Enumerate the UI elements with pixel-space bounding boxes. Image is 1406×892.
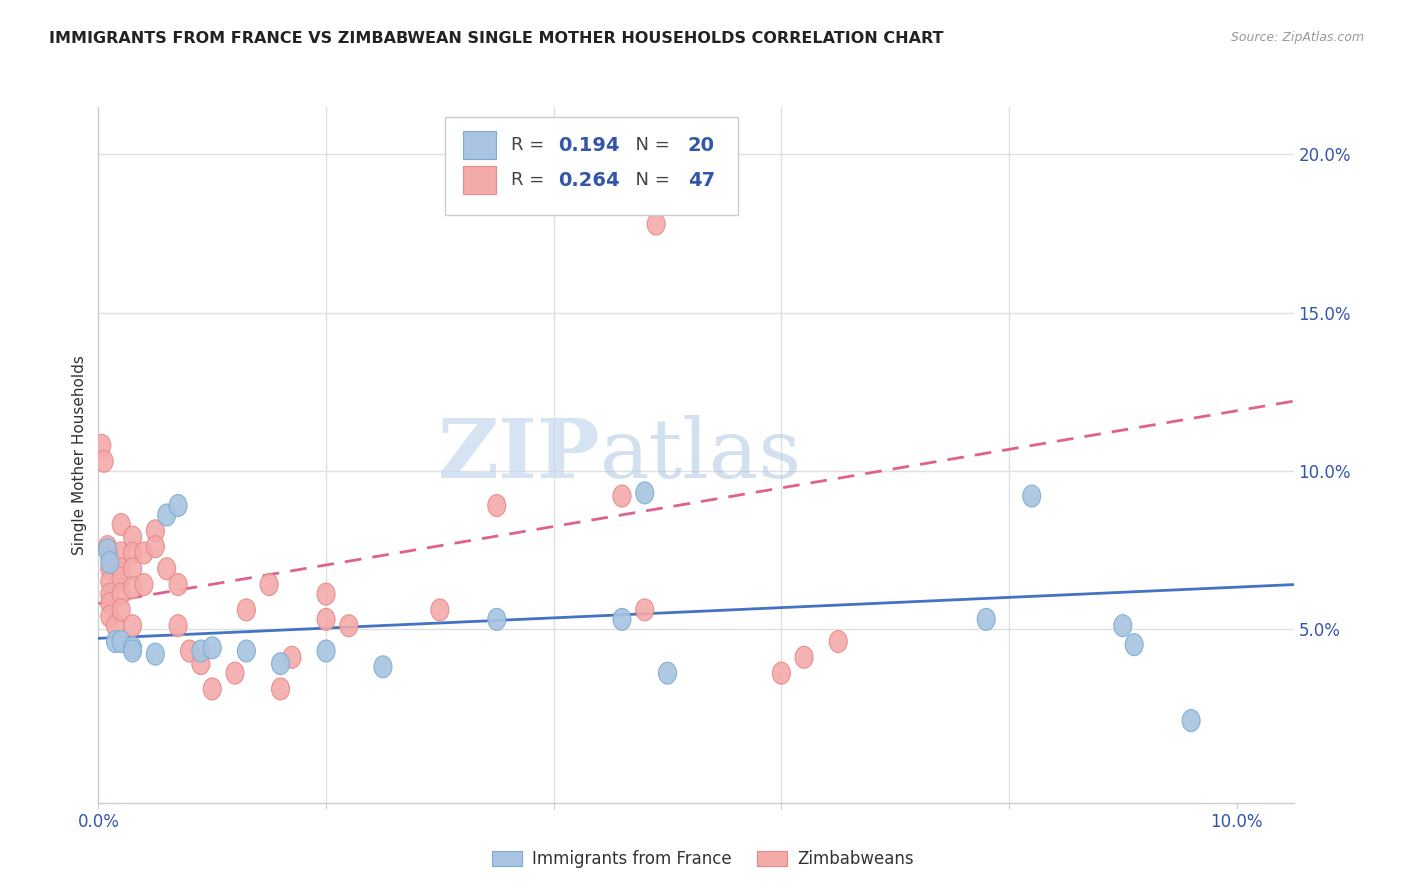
Ellipse shape bbox=[112, 514, 131, 535]
Ellipse shape bbox=[101, 570, 118, 592]
Ellipse shape bbox=[430, 599, 449, 621]
Ellipse shape bbox=[283, 647, 301, 668]
Ellipse shape bbox=[101, 558, 118, 580]
Ellipse shape bbox=[169, 615, 187, 637]
Ellipse shape bbox=[146, 520, 165, 541]
Ellipse shape bbox=[101, 605, 118, 627]
Ellipse shape bbox=[101, 583, 118, 605]
Ellipse shape bbox=[271, 678, 290, 700]
Text: ZIP: ZIP bbox=[437, 415, 600, 495]
Ellipse shape bbox=[107, 615, 125, 637]
Ellipse shape bbox=[318, 640, 335, 662]
Ellipse shape bbox=[204, 678, 221, 700]
Ellipse shape bbox=[124, 577, 142, 599]
Ellipse shape bbox=[260, 574, 278, 596]
Ellipse shape bbox=[124, 615, 142, 637]
Text: Source: ZipAtlas.com: Source: ZipAtlas.com bbox=[1230, 31, 1364, 45]
Ellipse shape bbox=[124, 637, 142, 659]
Ellipse shape bbox=[647, 213, 665, 235]
Y-axis label: Single Mother Households: Single Mother Households bbox=[72, 355, 87, 555]
Ellipse shape bbox=[830, 631, 848, 653]
Ellipse shape bbox=[112, 542, 131, 564]
Ellipse shape bbox=[180, 640, 198, 662]
Ellipse shape bbox=[613, 485, 631, 507]
Text: atlas: atlas bbox=[600, 415, 803, 495]
Ellipse shape bbox=[112, 567, 131, 590]
Ellipse shape bbox=[107, 631, 125, 653]
Ellipse shape bbox=[636, 599, 654, 621]
Ellipse shape bbox=[191, 640, 209, 662]
Ellipse shape bbox=[146, 643, 165, 665]
Ellipse shape bbox=[112, 631, 131, 653]
Ellipse shape bbox=[169, 494, 187, 516]
Ellipse shape bbox=[318, 583, 335, 605]
Ellipse shape bbox=[613, 608, 631, 631]
Ellipse shape bbox=[340, 615, 357, 637]
Ellipse shape bbox=[169, 574, 187, 596]
Ellipse shape bbox=[1182, 709, 1201, 731]
Ellipse shape bbox=[157, 558, 176, 580]
Ellipse shape bbox=[1125, 633, 1143, 656]
Legend: Immigrants from France, Zimbabweans: Immigrants from France, Zimbabweans bbox=[485, 844, 921, 875]
Text: N =: N = bbox=[624, 171, 676, 189]
Ellipse shape bbox=[146, 535, 165, 558]
Ellipse shape bbox=[238, 640, 256, 662]
Ellipse shape bbox=[101, 545, 118, 567]
Ellipse shape bbox=[101, 551, 118, 574]
Ellipse shape bbox=[124, 526, 142, 549]
Text: 47: 47 bbox=[688, 170, 714, 190]
Ellipse shape bbox=[98, 539, 117, 561]
Text: R =: R = bbox=[510, 136, 550, 154]
Ellipse shape bbox=[101, 592, 118, 615]
Ellipse shape bbox=[796, 647, 813, 668]
FancyBboxPatch shape bbox=[444, 118, 738, 215]
Ellipse shape bbox=[488, 608, 506, 631]
Ellipse shape bbox=[191, 653, 209, 674]
Ellipse shape bbox=[318, 608, 335, 631]
Ellipse shape bbox=[124, 558, 142, 580]
Ellipse shape bbox=[226, 662, 245, 684]
Ellipse shape bbox=[772, 662, 790, 684]
Ellipse shape bbox=[977, 608, 995, 631]
Ellipse shape bbox=[112, 583, 131, 605]
Ellipse shape bbox=[488, 494, 506, 516]
Ellipse shape bbox=[658, 662, 676, 684]
FancyBboxPatch shape bbox=[463, 166, 496, 194]
Ellipse shape bbox=[135, 574, 153, 596]
Ellipse shape bbox=[135, 542, 153, 564]
Ellipse shape bbox=[204, 637, 221, 659]
Text: 0.194: 0.194 bbox=[558, 136, 620, 155]
Ellipse shape bbox=[374, 656, 392, 678]
Ellipse shape bbox=[124, 640, 142, 662]
Text: 20: 20 bbox=[688, 136, 714, 155]
Text: 0.264: 0.264 bbox=[558, 170, 620, 190]
Ellipse shape bbox=[112, 599, 131, 621]
Text: N =: N = bbox=[624, 136, 676, 154]
Ellipse shape bbox=[636, 482, 654, 504]
Ellipse shape bbox=[112, 558, 131, 580]
Ellipse shape bbox=[238, 599, 256, 621]
Ellipse shape bbox=[98, 535, 117, 558]
Ellipse shape bbox=[1022, 485, 1040, 507]
Ellipse shape bbox=[271, 653, 290, 674]
Text: IMMIGRANTS FROM FRANCE VS ZIMBABWEAN SINGLE MOTHER HOUSEHOLDS CORRELATION CHART: IMMIGRANTS FROM FRANCE VS ZIMBABWEAN SIN… bbox=[49, 31, 943, 46]
Text: R =: R = bbox=[510, 171, 550, 189]
Ellipse shape bbox=[96, 450, 112, 472]
Ellipse shape bbox=[157, 504, 176, 526]
FancyBboxPatch shape bbox=[463, 131, 496, 159]
Ellipse shape bbox=[93, 434, 111, 457]
Ellipse shape bbox=[1114, 615, 1132, 637]
Ellipse shape bbox=[124, 542, 142, 564]
